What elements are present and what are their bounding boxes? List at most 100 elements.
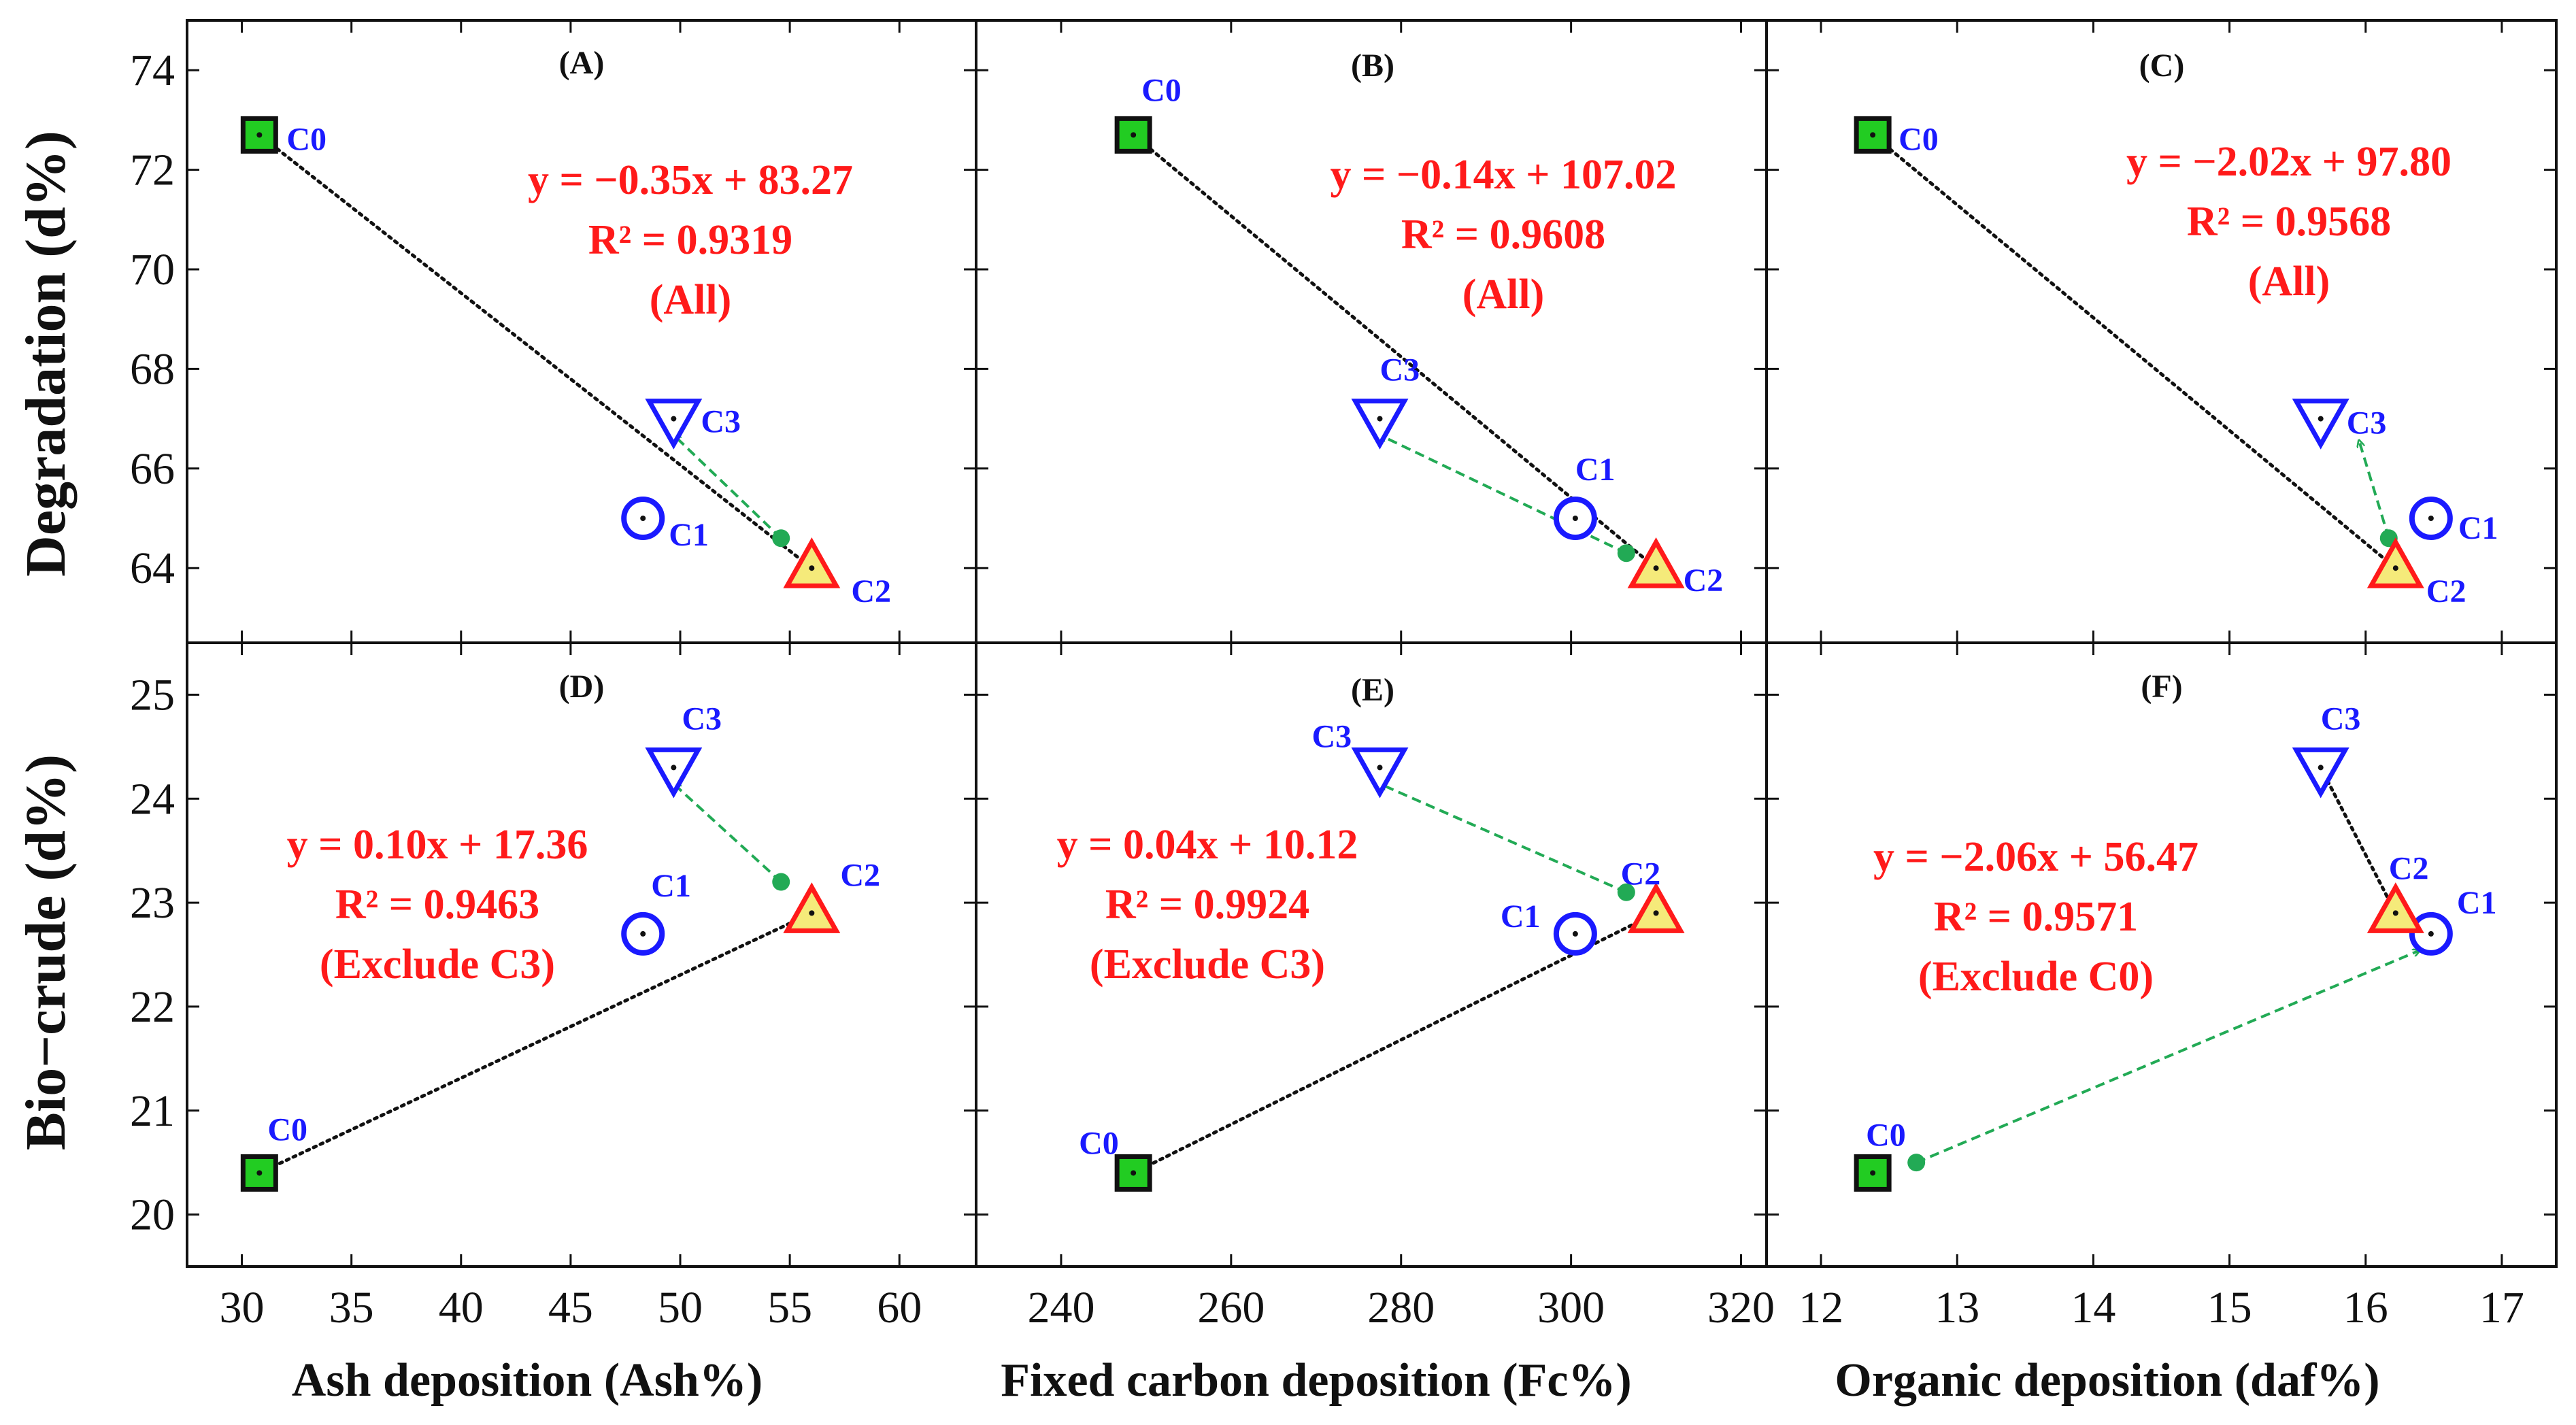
fit-line — [2319, 765, 2398, 915]
marker-center-dot — [1572, 931, 1578, 937]
y-tick-label: 25 — [130, 670, 175, 720]
fit-equation-line: y = −2.06x + 56.47 — [1873, 834, 2198, 880]
y-tick-label: 74 — [130, 46, 175, 95]
marker-c3-triangle-down — [645, 747, 703, 799]
point-label-c1: C1 — [1575, 452, 1616, 488]
shift-arrow — [2359, 440, 2390, 539]
fit-equation-line: R² = 0.9571 — [1934, 894, 2138, 940]
point-label-c0: C0 — [1898, 121, 1939, 157]
marker-c3-triangle-down — [1351, 747, 1409, 799]
fit-equation-line: y = 0.10x + 17.36 — [287, 822, 588, 868]
x-tick-label: 320 — [1707, 1283, 1775, 1332]
fit-equation-line: y = −2.02x + 97.80 — [2126, 139, 2452, 185]
shifted-point — [772, 873, 790, 891]
point-label-c3: C3 — [701, 404, 741, 440]
marker-center-dot — [2428, 516, 2434, 521]
marker-center-dot — [2392, 565, 2398, 571]
marker-center-dot — [1572, 516, 1578, 521]
fit-line — [257, 911, 814, 1175]
point-label-c0: C0 — [1079, 1125, 1119, 1161]
y-tick-label: 20 — [130, 1190, 175, 1240]
marker-center-dot — [640, 931, 646, 937]
x-tick-label: 13 — [1935, 1283, 1979, 1332]
marker-center-dot — [256, 1170, 263, 1176]
point-label-c1: C1 — [651, 868, 691, 904]
fit-line — [1131, 911, 1658, 1175]
x-tick-label: 12 — [1799, 1283, 1843, 1332]
fit-equation-line: R² = 0.9924 — [1105, 882, 1309, 928]
panel-letter: (F) — [2141, 669, 2182, 705]
marker-center-dot — [1870, 132, 1876, 138]
x-tick-label: 60 — [877, 1283, 922, 1332]
marker-c3-triangle-down — [2292, 399, 2349, 450]
shift-arrow — [1379, 784, 1627, 894]
panel-frame — [186, 19, 977, 644]
marker-center-dot — [671, 765, 677, 771]
point-label-c0: C0 — [1141, 72, 1182, 108]
marker-c2-triangle — [2366, 537, 2424, 588]
point-label-c2: C2 — [1684, 563, 1724, 599]
marker-center-dot — [809, 910, 815, 916]
marker-c2-triangle — [2366, 882, 2424, 933]
marker-center-dot — [1131, 1170, 1137, 1176]
panel-c: (C) C0 C1 C2 C3 y = −2.02x + 97.80 R² = 0.9568… — [1765, 19, 2558, 644]
ylabel-biocrude: Bio−crude (d%) — [14, 754, 78, 1150]
shifted-point — [1907, 1154, 1926, 1172]
point-label-c3: C3 — [1379, 352, 1420, 388]
point-label-c3: C3 — [2347, 405, 2387, 441]
point-label-c1: C1 — [2457, 885, 2497, 921]
fit-line — [257, 133, 814, 570]
point-label-c1: C1 — [669, 517, 709, 553]
y-tick-label: 64 — [130, 543, 175, 593]
point-label-c1: C1 — [1501, 899, 1541, 935]
point-label-c2: C2 — [2389, 850, 2429, 886]
x-tick-label: 50 — [658, 1283, 703, 1332]
fit-line — [1871, 133, 2398, 570]
marker-center-dot — [1870, 1170, 1876, 1176]
marker-center-dot — [1377, 765, 1383, 771]
marker-center-dot — [640, 516, 646, 521]
fit-equation-line: y = −0.14x + 107.02 — [1331, 152, 1677, 198]
marker-center-dot — [1377, 416, 1383, 422]
marker-c3-triangle-down — [645, 399, 703, 450]
point-label-c0: C0 — [1866, 1117, 1906, 1153]
fit-equation-line: (Exclude C0) — [1918, 954, 2154, 1000]
x-tick-label: 15 — [2207, 1283, 2252, 1332]
x-tick-label: 16 — [2343, 1283, 2388, 1332]
y-tick-label: 70 — [130, 245, 175, 295]
panel-letter: (C) — [2139, 48, 2185, 84]
panel-frame — [1765, 641, 2558, 1268]
x-tick-label: 30 — [220, 1283, 265, 1332]
panel-letter: (B) — [1351, 48, 1394, 84]
fit-equation-line: R² = 0.9608 — [1401, 212, 1605, 258]
fit-line — [1131, 133, 1658, 570]
y-tick-label: 22 — [130, 982, 175, 1032]
shifted-point — [1617, 544, 1635, 563]
point-label-c2: C2 — [2426, 573, 2466, 609]
point-label-c3: C3 — [682, 701, 722, 737]
shifted-point — [772, 529, 790, 548]
panel-f: 12 13 14 15 16 17 (F) C0 C1 C2 C3 y = −2.06x + 56.4… — [1765, 641, 2558, 1332]
marker-c3-triangle-down — [1351, 399, 1409, 450]
ylabel-degradation: Degradation (d%) — [14, 131, 78, 577]
point-label-c3: C3 — [1311, 718, 1352, 754]
y-tick-label: 23 — [130, 878, 175, 928]
shifted-point — [1617, 883, 1635, 901]
y-tick-label: 24 — [130, 774, 175, 824]
panel-b: (B) C0 C1 C2 C3 y = −0.14x + 107.02 R² = 0.960… — [975, 19, 1768, 644]
marker-center-dot — [1131, 132, 1137, 138]
fit-equation-line: (All) — [1462, 271, 1545, 318]
fit-equation-line: (All) — [2248, 258, 2330, 305]
x-tick-label: 240 — [1027, 1283, 1094, 1332]
marker-center-dot — [1653, 565, 1659, 571]
x-tick-label: 35 — [329, 1283, 374, 1332]
y-tick-label: 72 — [130, 146, 175, 195]
fit-equation-line: R² = 0.9568 — [2187, 199, 2391, 245]
marker-center-dot — [1653, 910, 1659, 916]
point-label-c2: C2 — [1621, 856, 1661, 892]
panel-frame — [186, 641, 977, 1268]
x-tick-label: 55 — [767, 1283, 812, 1332]
marker-center-dot — [671, 416, 677, 422]
panel-letter: (A) — [559, 45, 605, 81]
